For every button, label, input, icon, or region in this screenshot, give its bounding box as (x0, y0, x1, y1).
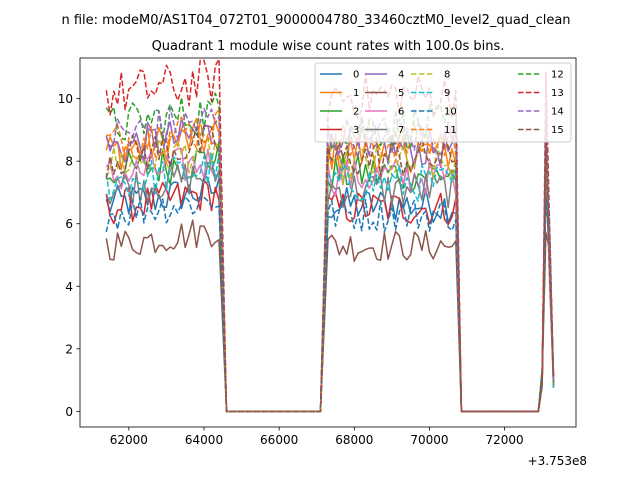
legend-label-9: 9 (444, 88, 450, 99)
y-tick-label: 6 (65, 217, 73, 231)
chart-title: Quadrant 1 module wise count rates with … (152, 39, 505, 54)
legend-label-14: 14 (551, 107, 564, 118)
series-line-6 (105, 147, 555, 413)
series-line-8 (105, 130, 555, 413)
series-line-7 (105, 158, 555, 413)
legend-label-12: 12 (551, 70, 564, 81)
x-tick-label: 64000 (185, 433, 223, 447)
y-tick-label: 0 (65, 405, 73, 419)
y-tick-label: 10 (58, 92, 73, 106)
legend-label-1: 1 (353, 88, 359, 99)
legend-box (314, 62, 572, 143)
series-line-5 (105, 219, 555, 413)
series-line-0 (105, 175, 555, 413)
figure-suptitle: n file: modeM0/AS1T04_072T01_9000004780_… (61, 13, 570, 28)
series-line-3 (105, 179, 555, 413)
series-line-15 (105, 124, 555, 413)
x-tick-label: 66000 (260, 433, 298, 447)
legend-label-11: 11 (444, 125, 457, 136)
legend-label-3: 3 (353, 125, 359, 136)
x-tick-label: 72000 (486, 433, 524, 447)
legend-label-2: 2 (353, 107, 359, 118)
y-tick-label: 4 (65, 280, 73, 294)
legend-label-4: 4 (398, 70, 404, 81)
x-tick-label: 62000 (110, 433, 148, 447)
legend-label-7: 7 (398, 125, 404, 136)
x-tick-label: 70000 (410, 433, 448, 447)
axes-frame (79, 57, 577, 428)
legend-label-13: 13 (551, 88, 564, 99)
y-tick-label: 2 (65, 342, 73, 356)
legend-label-6: 6 (398, 107, 404, 118)
x-offset-label: +3.753e8 (528, 454, 587, 468)
legend-label-10: 10 (444, 107, 457, 118)
y-tick-label: 8 (65, 155, 73, 169)
legend-label-15: 15 (551, 125, 564, 136)
x-tick-label: 68000 (335, 433, 373, 447)
legend-label-0: 0 (353, 70, 359, 81)
series-line-10 (105, 196, 555, 413)
legend-label-8: 8 (444, 70, 450, 81)
legend-label-5: 5 (398, 88, 404, 99)
